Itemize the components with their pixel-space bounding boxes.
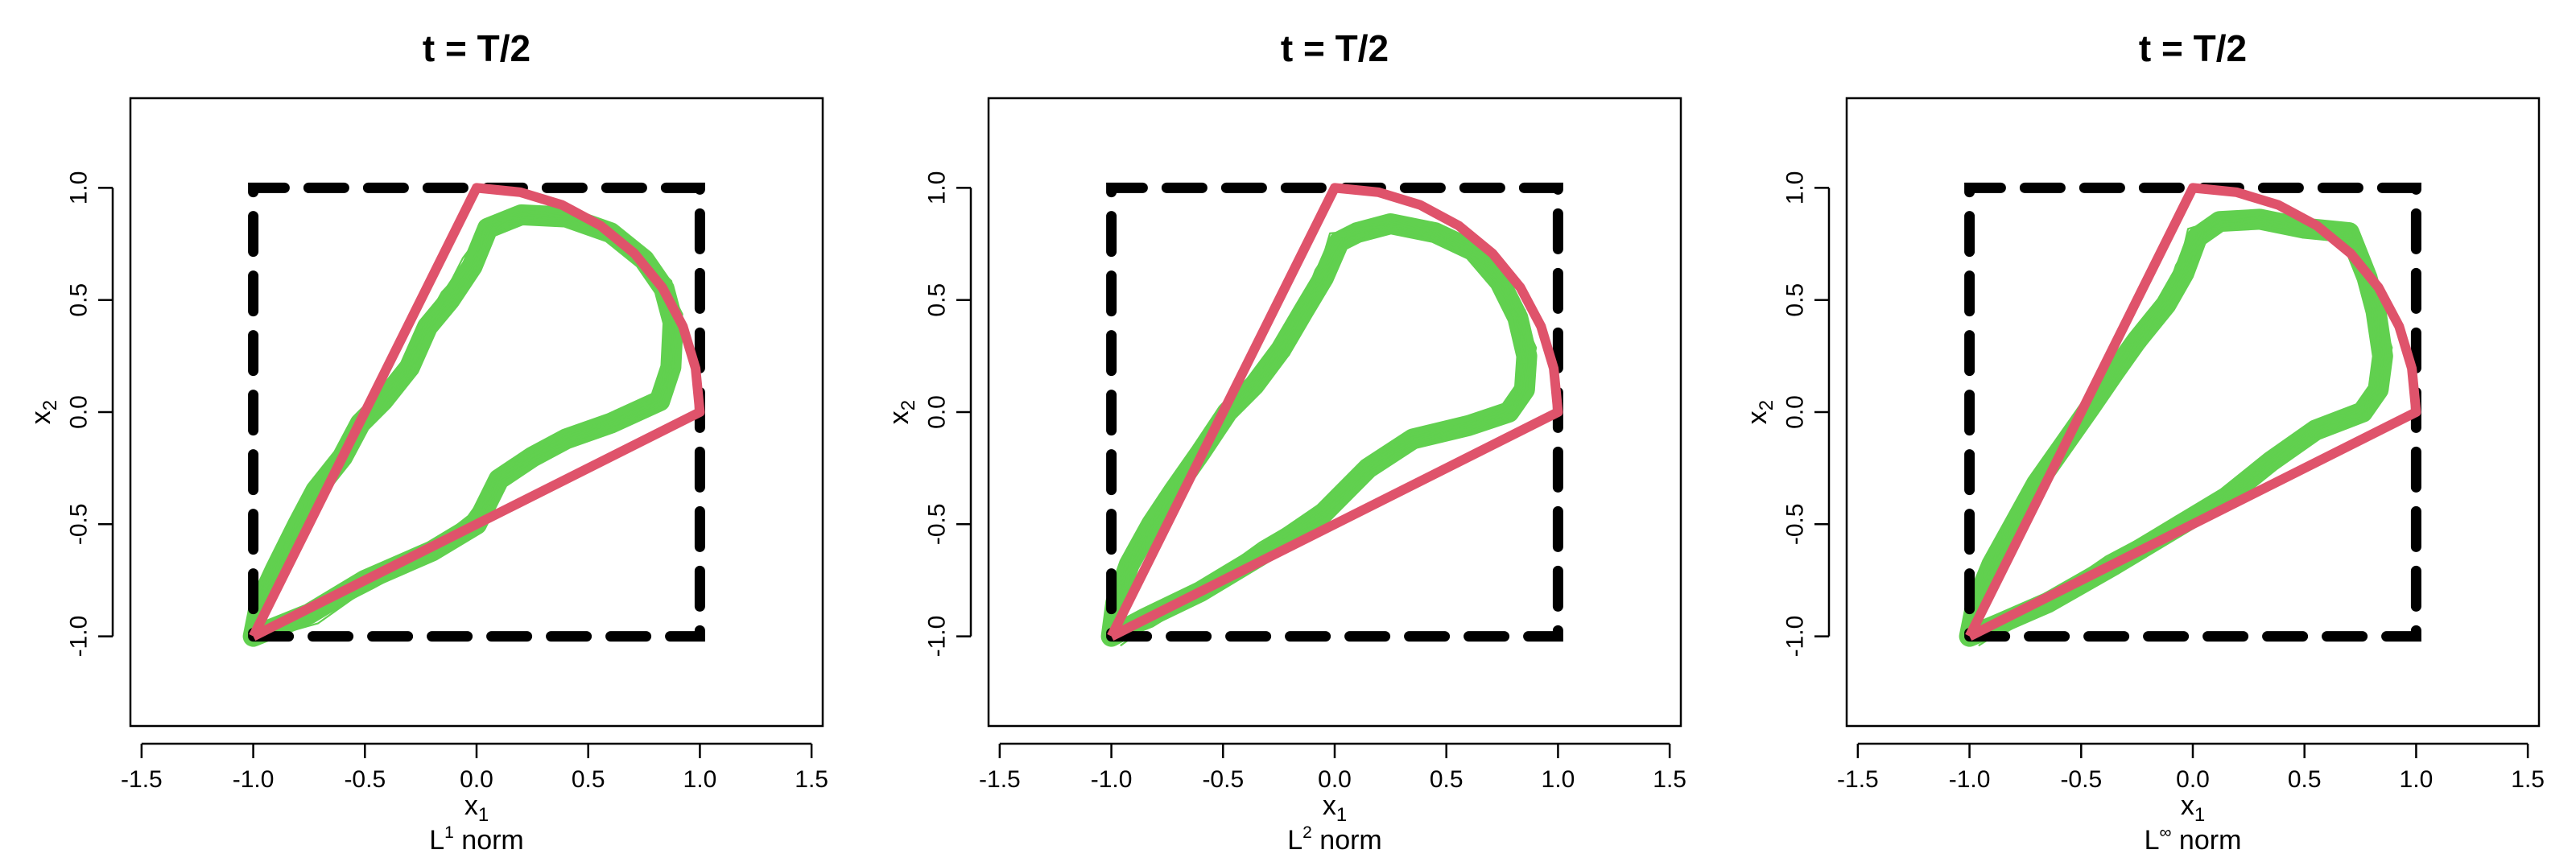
reference-box bbox=[1106, 182, 1563, 642]
y-tick-label: -1.0 bbox=[924, 616, 951, 658]
x-tick-label: 0.0 bbox=[460, 766, 493, 793]
x-tick-label: -1.5 bbox=[121, 766, 163, 793]
x-axis-label-main: x bbox=[464, 790, 478, 821]
y-axis-label: x2 bbox=[26, 400, 61, 424]
norm-label: L2 norm bbox=[1287, 823, 1382, 856]
x-tick-label: 1.0 bbox=[683, 766, 717, 793]
x-tick-label: -1.0 bbox=[233, 766, 275, 793]
x-axis-label-sub: 1 bbox=[2194, 804, 2205, 826]
y-axis-label-main: x bbox=[26, 410, 56, 424]
target-boundary bbox=[1965, 183, 2421, 641]
y-axis-label: x2 bbox=[1742, 400, 1777, 424]
norm-label-text: norm bbox=[454, 825, 524, 856]
trajectory-line bbox=[1104, 225, 1525, 646]
x-axis-label-main: x bbox=[2181, 790, 2194, 821]
x-axis-label: x1 bbox=[1323, 790, 1347, 826]
x-tick-label: -1.0 bbox=[1949, 766, 1991, 793]
chart-panel-1: t = T/2 -1.5 -1.0 -0.5 0.0 0.5 1.0 1.5 -1.0 -0.5 0… bbox=[26, 27, 828, 856]
x-tick-label: 1.0 bbox=[2400, 766, 2434, 793]
x-tick-label: -0.5 bbox=[1202, 766, 1244, 793]
y-tick-label: -0.5 bbox=[924, 503, 951, 545]
target-boundary bbox=[1107, 183, 1563, 641]
plot-area bbox=[1959, 182, 2421, 647]
y-axis-label-main: x bbox=[1742, 410, 1773, 424]
norm-label-sup: 1 bbox=[444, 823, 454, 842]
x-tick-label: -1.0 bbox=[1091, 766, 1133, 793]
norm-label-text: norm bbox=[1312, 825, 1382, 856]
chart-title: t = T/2 bbox=[1281, 27, 1389, 69]
x-tick-label: 0.5 bbox=[2288, 766, 2322, 793]
x-axis-label-sub: 1 bbox=[1336, 804, 1347, 826]
x-tick-label: 1.5 bbox=[2511, 766, 2545, 793]
y-tick-label: -1.0 bbox=[66, 616, 93, 658]
x-tick-label: 1.5 bbox=[1653, 766, 1686, 793]
norm-label-main: L bbox=[2145, 825, 2160, 856]
norm-label-text: norm bbox=[2171, 825, 2241, 856]
norm-label: L1 norm bbox=[429, 823, 524, 856]
y-tick-label: 1.0 bbox=[924, 171, 951, 205]
plot-frame bbox=[987, 97, 1682, 728]
x-tick-label: 1.0 bbox=[1542, 766, 1575, 793]
y-axis: -1.0 -0.5 0.0 0.5 1.0 bbox=[924, 171, 972, 658]
plot-frame bbox=[129, 97, 824, 728]
trajectory-line bbox=[1962, 224, 2383, 638]
y-axis: -1.0 -0.5 0.0 0.5 1.0 bbox=[1782, 171, 1831, 658]
target-boundary bbox=[249, 183, 705, 641]
x-tick-label: 1.5 bbox=[795, 766, 828, 793]
chart-title: t = T/2 bbox=[2139, 27, 2247, 69]
trajectory-line bbox=[1104, 218, 1529, 637]
trajectory-line bbox=[1963, 214, 2380, 641]
x-tick-label: 0.5 bbox=[1430, 766, 1463, 793]
y-axis: -1.0 -0.5 0.0 0.5 1.0 bbox=[66, 171, 114, 658]
y-tick-label: -0.5 bbox=[1782, 503, 1809, 545]
y-tick-label: 1.0 bbox=[66, 171, 93, 205]
x-tick-label: -1.5 bbox=[979, 766, 1021, 793]
x-axis-label-main: x bbox=[1323, 790, 1336, 821]
y-tick-label: 0.0 bbox=[1782, 395, 1809, 429]
x-axis-label-sub: 1 bbox=[478, 804, 489, 826]
x-tick-label: -0.5 bbox=[344, 766, 386, 793]
y-axis-label: x2 bbox=[884, 400, 919, 424]
reference-box bbox=[1964, 182, 2421, 642]
chart-title: t = T/2 bbox=[423, 27, 530, 69]
y-tick-label: 0.5 bbox=[66, 283, 93, 317]
y-tick-label: -0.5 bbox=[66, 503, 93, 545]
x-axis-label: x1 bbox=[2181, 790, 2205, 826]
plot-frame bbox=[1845, 97, 2541, 728]
y-axis-label-sub: 2 bbox=[898, 400, 919, 410]
y-tick-label: 1.0 bbox=[1782, 171, 1809, 205]
norm-label-main: L bbox=[1287, 825, 1302, 856]
y-axis-label-main: x bbox=[884, 410, 914, 424]
x-tick-label: -0.5 bbox=[2060, 766, 2102, 793]
trajectory-line bbox=[1104, 229, 1526, 638]
y-tick-label: 0.0 bbox=[924, 395, 951, 429]
y-tick-label: -1.0 bbox=[1782, 616, 1809, 658]
norm-label-main: L bbox=[429, 825, 444, 856]
reference-box bbox=[248, 182, 705, 642]
x-axis-label: x1 bbox=[464, 790, 489, 826]
x-tick-label: 0.0 bbox=[2176, 766, 2210, 793]
norm-label: L∞ norm bbox=[2145, 823, 2242, 856]
plot-area bbox=[242, 182, 705, 647]
plot-area bbox=[1100, 182, 1563, 647]
x-tick-label: 0.0 bbox=[1318, 766, 1352, 793]
norm-label-sup: ∞ bbox=[2160, 823, 2172, 842]
x-tick-label: -1.5 bbox=[1837, 766, 1879, 793]
y-axis-label-sub: 2 bbox=[1756, 400, 1777, 410]
chart-panel-2: t = T/2 -1.5 -1.0 -0.5 0.0 0.5 1.0 1.5 -1.0 -0.5 0… bbox=[884, 27, 1686, 856]
chart-panel-3: t = T/2 -1.5 -1.0 -0.5 0.0 0.5 1.0 1.5 -1.0 -0.5 0… bbox=[1742, 27, 2545, 856]
y-axis-label-sub: 2 bbox=[39, 400, 61, 410]
x-tick-label: 0.5 bbox=[572, 766, 605, 793]
x-axis: -1.5 -1.0 -0.5 0.0 0.5 1.0 1.5 bbox=[979, 742, 1686, 793]
y-tick-label: 0.5 bbox=[1782, 283, 1809, 317]
x-axis: -1.5 -1.0 -0.5 0.0 0.5 1.0 1.5 bbox=[1837, 742, 2545, 793]
x-axis: -1.5 -1.0 -0.5 0.0 0.5 1.0 1.5 bbox=[121, 742, 828, 793]
trajectory-line bbox=[1108, 218, 1532, 634]
norm-label-sup: 2 bbox=[1302, 823, 1312, 842]
y-tick-label: 0.5 bbox=[924, 283, 951, 317]
trajectory-line bbox=[1104, 221, 1523, 641]
y-tick-label: 0.0 bbox=[66, 395, 93, 429]
